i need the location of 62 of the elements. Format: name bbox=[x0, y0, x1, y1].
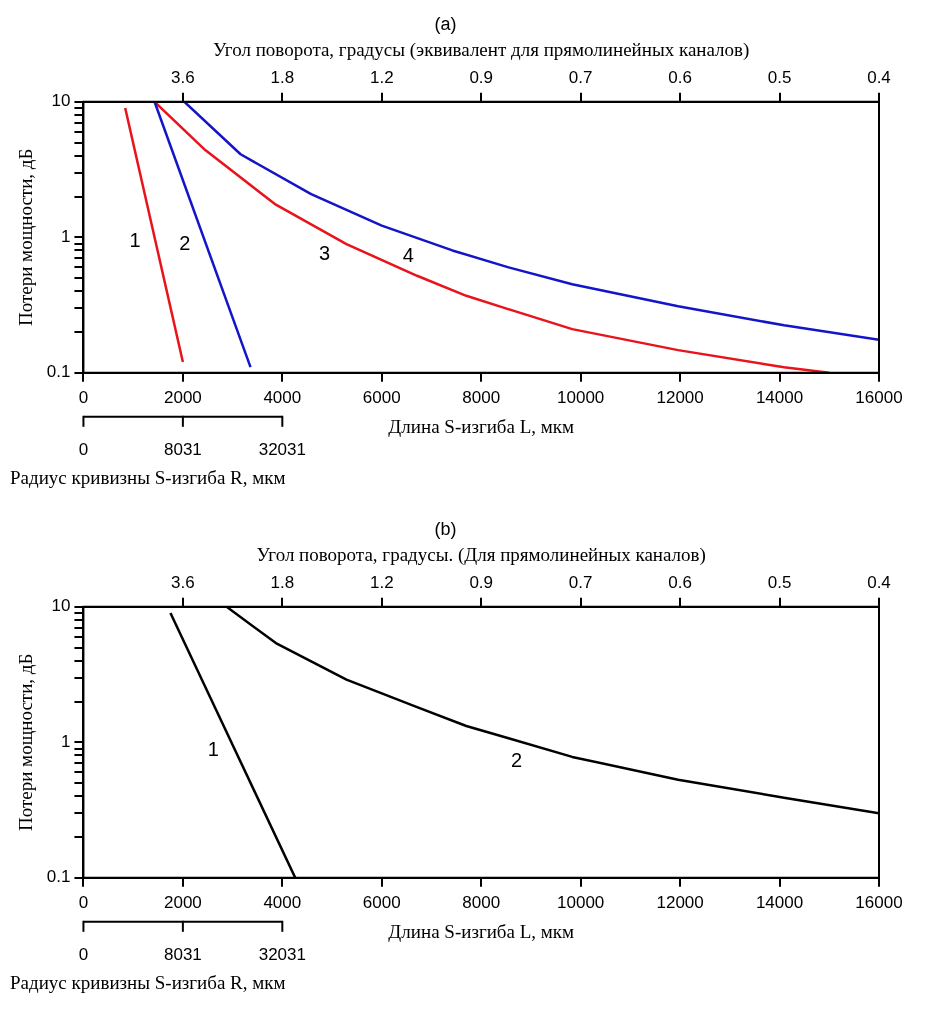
text: 0.7 bbox=[568, 573, 593, 593]
text: 32031 bbox=[258, 440, 306, 460]
text: 1.8 bbox=[270, 68, 295, 88]
series-label: 1 bbox=[207, 738, 219, 761]
series-label: 1 bbox=[129, 229, 141, 252]
y-axis-title: Потери мощности, дБ bbox=[15, 653, 37, 831]
text: Радиус кривизны S-изгиба R, мкм bbox=[10, 971, 286, 993]
y-tick-label: 10 bbox=[51, 596, 71, 616]
text: 1.2 bbox=[369, 573, 394, 593]
y-axis-title: Потери мощности, дБ bbox=[15, 148, 37, 326]
text: 1.2 bbox=[369, 68, 394, 88]
text: 8031 bbox=[163, 440, 202, 460]
text: 0.9 bbox=[469, 573, 494, 593]
text: 0 bbox=[78, 945, 89, 965]
text: Радиус кривизны S-изгиба R, мкм bbox=[10, 466, 286, 488]
chart-title: (a) bbox=[434, 13, 457, 34]
text: 3.6 bbox=[171, 68, 195, 88]
y-tick-label: 1 bbox=[60, 226, 71, 246]
x-axis-title: Длина S-изгиба L, мкм bbox=[388, 415, 575, 437]
x-tick-label: 16000 bbox=[855, 892, 903, 912]
y-tick-label: 0.1 bbox=[46, 362, 71, 382]
y-tick-label: 1 bbox=[60, 731, 71, 751]
x-tick-label: 16000 bbox=[855, 387, 903, 407]
x2-axis-title: Угол поворота, градусы. (Для прямолинейных каналов) bbox=[256, 543, 706, 566]
text: 0.5 bbox=[767, 68, 792, 88]
text: 8031 bbox=[163, 945, 202, 965]
text: 0.7 bbox=[568, 68, 593, 88]
x-tick-label: 2000 bbox=[163, 387, 202, 407]
text: 3.6 bbox=[171, 573, 195, 593]
x-tick-label: 12000 bbox=[656, 892, 704, 912]
x-tick-label: 0 bbox=[78, 892, 89, 912]
y-tick-label: 10 bbox=[51, 91, 71, 111]
x-tick-label: 4000 bbox=[263, 387, 302, 407]
series-label: 2 bbox=[511, 749, 523, 772]
x-tick-label: 8000 bbox=[462, 892, 501, 912]
x-tick-label: 10000 bbox=[557, 892, 605, 912]
text: 0.9 bbox=[469, 68, 494, 88]
x2-axis-title: Угол поворота, градусы (эквивалент для прямолинейных каналов) bbox=[213, 38, 750, 61]
x-tick-label: 8000 bbox=[462, 387, 501, 407]
text: 0 bbox=[78, 440, 89, 460]
x-tick-label: 6000 bbox=[362, 387, 401, 407]
series-label: 3 bbox=[318, 242, 330, 265]
series-label: 4 bbox=[402, 243, 414, 266]
text: 32031 bbox=[258, 945, 306, 965]
x-tick-label: 4000 bbox=[263, 892, 302, 912]
x-tick-label: 0 bbox=[78, 387, 89, 407]
text: 0.4 bbox=[867, 68, 891, 88]
x-tick-label: 10000 bbox=[557, 387, 605, 407]
text: 0.5 bbox=[767, 573, 792, 593]
text: 0.6 bbox=[668, 573, 692, 593]
chart-title: (b) bbox=[434, 518, 457, 539]
series-label: 2 bbox=[179, 231, 191, 254]
x-axis-title: Длина S-изгиба L, мкм bbox=[388, 920, 575, 942]
x-tick-label: 12000 bbox=[656, 387, 704, 407]
x-tick-label: 14000 bbox=[755, 387, 804, 407]
y-tick-label: 0.1 bbox=[46, 867, 71, 887]
x-tick-label: 14000 bbox=[755, 892, 804, 912]
text: 1.8 bbox=[270, 573, 295, 593]
x-tick-label: 6000 bbox=[362, 892, 401, 912]
text: 0.6 bbox=[668, 68, 692, 88]
x-tick-label: 2000 bbox=[163, 892, 202, 912]
text: 0.4 bbox=[867, 573, 891, 593]
